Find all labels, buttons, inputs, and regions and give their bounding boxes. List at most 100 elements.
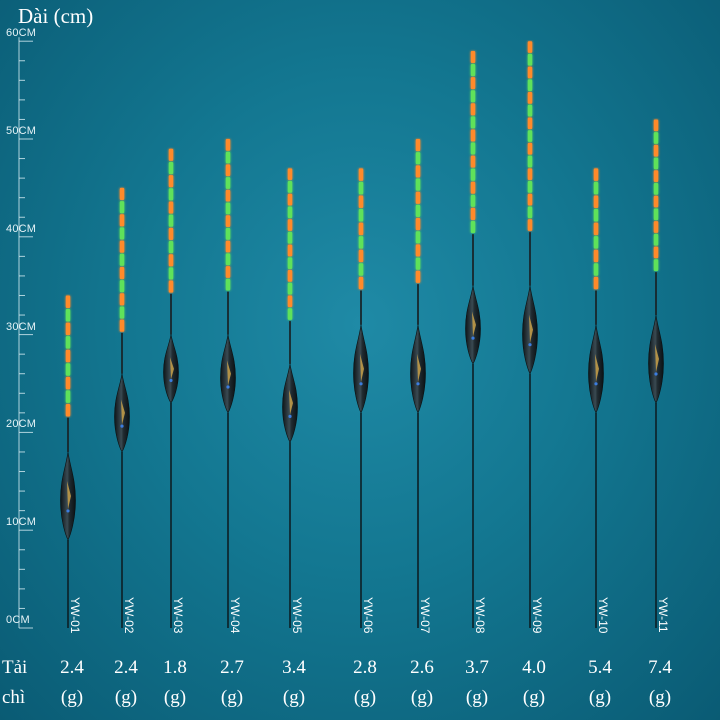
- tip-segment-green: [287, 206, 293, 219]
- tip-segment-orange: [415, 191, 421, 204]
- float-model-label: YW-03: [171, 597, 185, 634]
- tip-segment-green: [225, 151, 231, 164]
- tip-segment-orange: [527, 168, 533, 181]
- float-load-unit: (g): [60, 687, 84, 708]
- float-load-unit: (g): [410, 687, 434, 708]
- float-model-label: YW-10: [596, 597, 610, 634]
- axis-tick-label: 20CM: [6, 418, 37, 431]
- tip-segment-orange: [358, 276, 364, 290]
- tip-segment-green: [225, 202, 231, 215]
- tip-segment-green: [65, 309, 71, 322]
- float-body-decal: [121, 399, 125, 425]
- axis-tick-label: 30CM: [6, 320, 37, 333]
- tip-segment-orange: [119, 214, 125, 227]
- load-row-label-line2: chì: [2, 687, 26, 708]
- tip-segment-orange: [593, 195, 599, 208]
- tip-segment-orange: [119, 187, 125, 201]
- tip-segment-green: [358, 209, 364, 222]
- tip-segment-green: [527, 104, 533, 117]
- tip-segment-orange: [415, 218, 421, 231]
- tip-segment-orange: [470, 103, 476, 116]
- axis-tick-label: 0CM: [6, 614, 30, 626]
- tip-segment-orange: [653, 221, 659, 233]
- tip-segment-orange: [287, 219, 293, 231]
- tip-segment-orange: [653, 170, 659, 182]
- tip-segment-green: [470, 220, 476, 234]
- tip-segment-orange: [225, 139, 231, 151]
- tip-segment-orange: [527, 193, 533, 206]
- float-load-unit: (g): [163, 687, 187, 708]
- float-body-dot: [120, 424, 124, 428]
- float-load-value: 7.4: [648, 657, 672, 678]
- float-load-value: 4.0: [522, 657, 546, 678]
- tip-segment-orange: [470, 181, 476, 194]
- float-body-decal: [227, 360, 231, 386]
- tip-segment-green: [287, 308, 293, 320]
- tip-segment-orange: [593, 168, 599, 181]
- tip-segment-orange: [470, 129, 476, 142]
- tip-segment-orange: [168, 280, 174, 293]
- tip-segment-green: [65, 363, 71, 376]
- tip-segment-green: [168, 214, 174, 227]
- float-load-value: 2.7: [220, 657, 244, 678]
- tip-segment-orange: [470, 77, 476, 90]
- tip-segment-green: [358, 236, 364, 249]
- tip-segment-orange: [593, 276, 599, 290]
- float-model-label: YW-08: [473, 597, 487, 634]
- tip-segment-green: [415, 204, 421, 218]
- tip-segment-orange: [287, 244, 293, 257]
- float-body-dot: [226, 385, 230, 389]
- float-body-decal: [595, 353, 599, 383]
- tip-segment-green: [527, 155, 533, 168]
- tip-segment-green: [287, 231, 293, 244]
- tip-segment-orange: [415, 165, 421, 178]
- float-body-decal: [360, 353, 364, 383]
- tip-segment-orange: [225, 189, 231, 202]
- tip-segment-orange: [287, 295, 293, 308]
- tip-segment-orange: [653, 119, 659, 132]
- float-load-unit: (g): [220, 687, 244, 708]
- tip-segment-orange: [287, 270, 293, 282]
- tip-segment-green: [168, 267, 174, 280]
- float-load-unit: (g): [648, 687, 672, 708]
- tip-segment-green: [527, 206, 533, 219]
- float-load-unit: (g): [282, 687, 306, 708]
- tip-segment-green: [527, 181, 533, 193]
- tip-segment-orange: [593, 222, 599, 236]
- float-load-value: 3.4: [282, 657, 306, 678]
- tip-segment-orange: [415, 139, 421, 152]
- tip-segment-orange: [225, 215, 231, 227]
- float-model-label: YW-09: [530, 597, 544, 634]
- axis-tick-label: 60CM: [6, 27, 37, 40]
- tip-segment-orange: [653, 195, 659, 208]
- tip-segment-green: [225, 227, 231, 240]
- float-body-decal: [170, 357, 174, 380]
- tip-segment-green: [593, 236, 599, 249]
- tip-segment-green: [168, 188, 174, 201]
- axis-title: Dài (cm): [18, 4, 94, 28]
- float-body-dot: [654, 372, 658, 376]
- tip-segment-orange: [225, 164, 231, 177]
- tip-segment-green: [470, 168, 476, 181]
- tip-segment-orange: [65, 349, 71, 363]
- tip-segment-green: [119, 306, 125, 319]
- float-body-decal: [472, 311, 476, 337]
- float-body-decal: [67, 481, 71, 510]
- tip-segment-orange: [168, 254, 174, 267]
- tip-segment-green: [593, 209, 599, 222]
- tip-segment-orange: [65, 376, 71, 390]
- tip-segment-green: [119, 227, 125, 240]
- tip-segment-orange: [287, 193, 293, 206]
- tip-segment-orange: [287, 168, 293, 181]
- tip-segment-orange: [415, 270, 421, 283]
- axis-tick-label: 40CM: [6, 222, 37, 235]
- tip-segment-green: [65, 390, 71, 403]
- float-load-unit: (g): [114, 687, 138, 708]
- float-load-value: 2.8: [353, 657, 377, 678]
- float-body-dot: [359, 382, 363, 386]
- tip-segment-green: [415, 231, 421, 244]
- tip-segment-orange: [527, 219, 533, 231]
- tip-segment-green: [653, 259, 659, 271]
- tip-segment-orange: [225, 266, 231, 278]
- tip-segment-orange: [358, 168, 364, 181]
